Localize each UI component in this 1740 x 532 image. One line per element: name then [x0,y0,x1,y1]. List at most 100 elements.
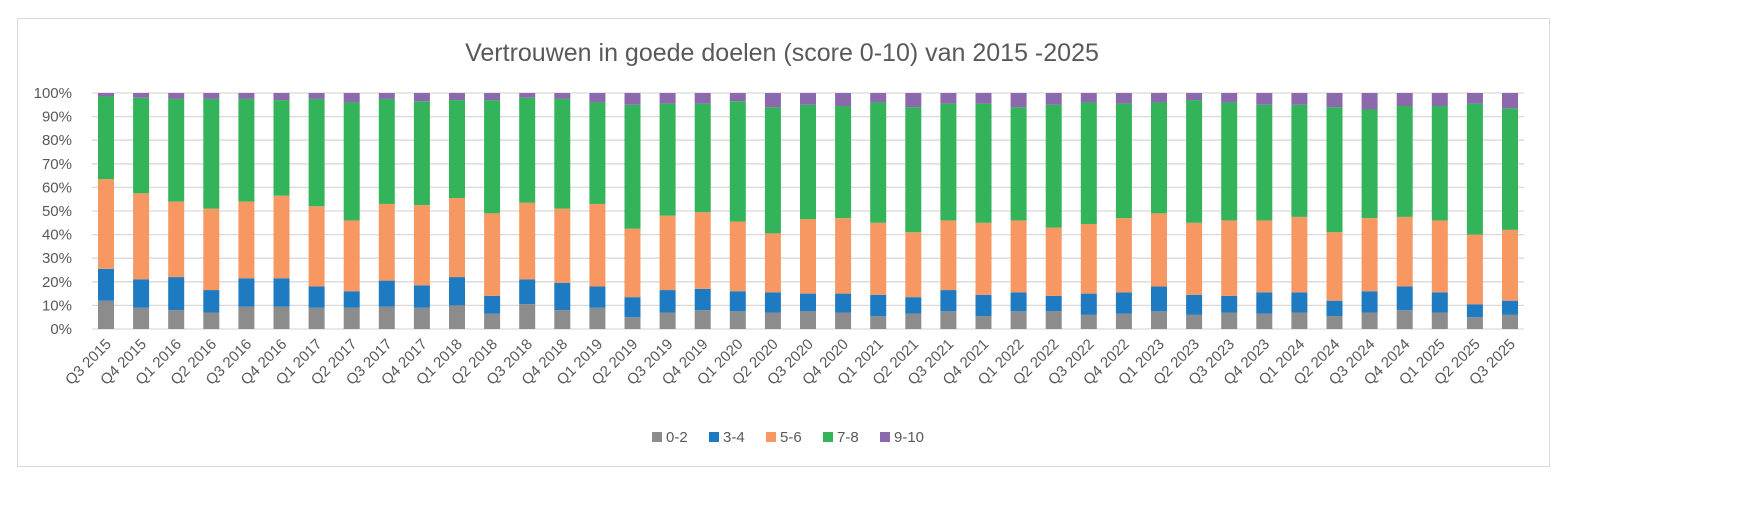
bar-segment-7-8 [905,107,922,233]
bar-segment-9-10 [98,93,114,97]
bar-segment-9-10 [940,93,957,104]
bar-segment-7-8 [1502,108,1518,230]
bar-segment-7-8 [1221,102,1238,221]
bar-segment-0-2 [308,307,325,329]
bar-segment-9-10 [1045,93,1062,105]
bar-segment-9-10 [1256,93,1273,105]
chart-title: Vertrouwen in goede doelen (score 0-10) … [465,39,1099,67]
bar-segment-0-2 [1326,316,1343,329]
bar-segment-9-10 [764,93,781,108]
bar-segment-3-4 [940,290,957,312]
bar-segment-0-2 [273,306,290,329]
bar-segment-3-4 [694,288,711,311]
bar-segment-0-2 [519,304,536,329]
bar-segment-3-4 [1502,300,1518,315]
bar-segment-3-4 [1221,295,1238,313]
bar-segment-7-8 [835,105,852,219]
bar-segment-0-2 [1256,313,1273,329]
bar-segment-7-8 [1466,103,1483,235]
bar-segment-5-6 [449,198,465,278]
bar-segment-7-8 [343,102,360,221]
bar-segment-0-2 [378,306,395,329]
bar-segment-9-10 [1115,93,1132,104]
bar-segment-7-8 [1115,103,1132,219]
bar-segment-3-4 [449,277,465,306]
bar-segment-5-6 [800,219,816,294]
bar-segment-9-10 [449,93,465,101]
bar-segment-3-4 [1045,295,1062,312]
bar-segment-5-6 [1010,220,1027,293]
bar-segment-9-10 [1186,93,1203,101]
legend-swatch-0-2 [652,432,662,442]
bar-segment-5-6 [133,193,150,280]
bar-segment-5-6 [1080,223,1097,294]
bar-segment-7-8 [764,107,781,234]
bar-segment-0-2 [203,312,220,329]
bar-segment-9-10 [413,93,430,102]
bar-segment-5-6 [554,208,571,283]
bar-segment-0-2 [484,313,501,329]
bar-segment-5-6 [975,222,992,295]
bar-segment-7-8 [729,101,746,222]
bar-segment-0-2 [1115,313,1132,329]
bar-segment-3-4 [1326,300,1343,317]
bar-segment-0-2 [98,300,114,329]
bar-segment-5-6 [764,233,781,293]
bar-segment-0-2 [449,305,465,329]
bar-segment-7-8 [168,98,185,202]
bar-segment-5-6 [1502,229,1518,301]
bar-segment-3-4 [589,286,606,308]
bar-segment-9-10 [238,93,255,99]
bar-segment-9-10 [1291,93,1308,105]
bar-segment-5-6 [1431,220,1448,293]
bar-segment-9-10 [519,93,536,98]
bar-segment-9-10 [133,93,150,98]
bar-segment-7-8 [1080,102,1097,224]
bar-segment-3-4 [273,278,290,307]
bar-segment-3-4 [835,293,852,313]
bar-segment-7-8 [694,103,711,213]
bar-segment-0-2 [1045,311,1062,329]
bar-segment-9-10 [589,93,606,103]
bar-segment-0-2 [729,311,746,329]
bar-segment-7-8 [624,104,641,229]
bar-segment-9-10 [1502,93,1518,109]
bar-segment-0-2 [1151,311,1167,329]
bar-segment-3-4 [1291,292,1308,313]
bar-segment-3-4 [238,278,255,307]
bar-segment-9-10 [1396,93,1413,106]
bar-segment-0-2 [1502,314,1518,329]
bar-segment-0-2 [1221,312,1238,329]
bar-segment-7-8 [98,96,114,180]
bar-segment-9-10 [1361,93,1378,110]
bar-segment-7-8 [1045,104,1062,228]
bar-segment-0-2 [168,310,185,329]
bar-segment-5-6 [694,212,711,289]
y-tick-label: 90% [42,109,72,126]
bar-segment-7-8 [800,104,816,220]
bars [98,93,1518,329]
bar-segment-7-8 [519,97,536,203]
bar-segment-0-2 [1396,310,1413,329]
bar-segment-5-6 [659,215,676,291]
bar-segment-3-4 [870,294,887,317]
bar-segment-9-10 [1010,93,1027,108]
bar-segment-0-2 [905,313,922,329]
bar-segment-5-6 [168,201,185,278]
bar-segment-0-2 [1010,311,1027,329]
bar-segment-9-10 [203,93,220,99]
bar-segment-0-2 [1431,312,1448,329]
bar-segment-3-4 [1466,304,1483,318]
y-tick-label: 30% [42,250,72,267]
bar-segment-0-2 [800,311,816,329]
bar-segment-5-6 [1256,220,1273,293]
bar-segment-9-10 [729,93,746,102]
bar-segment-9-10 [1326,93,1343,108]
bar-segment-7-8 [1186,100,1203,223]
bar-segment-7-8 [1291,104,1308,217]
bar-segment-3-4 [413,285,430,308]
bar-segment-7-8 [273,100,290,196]
bar-segment-3-4 [729,291,746,312]
bar-segment-3-4 [484,295,501,314]
